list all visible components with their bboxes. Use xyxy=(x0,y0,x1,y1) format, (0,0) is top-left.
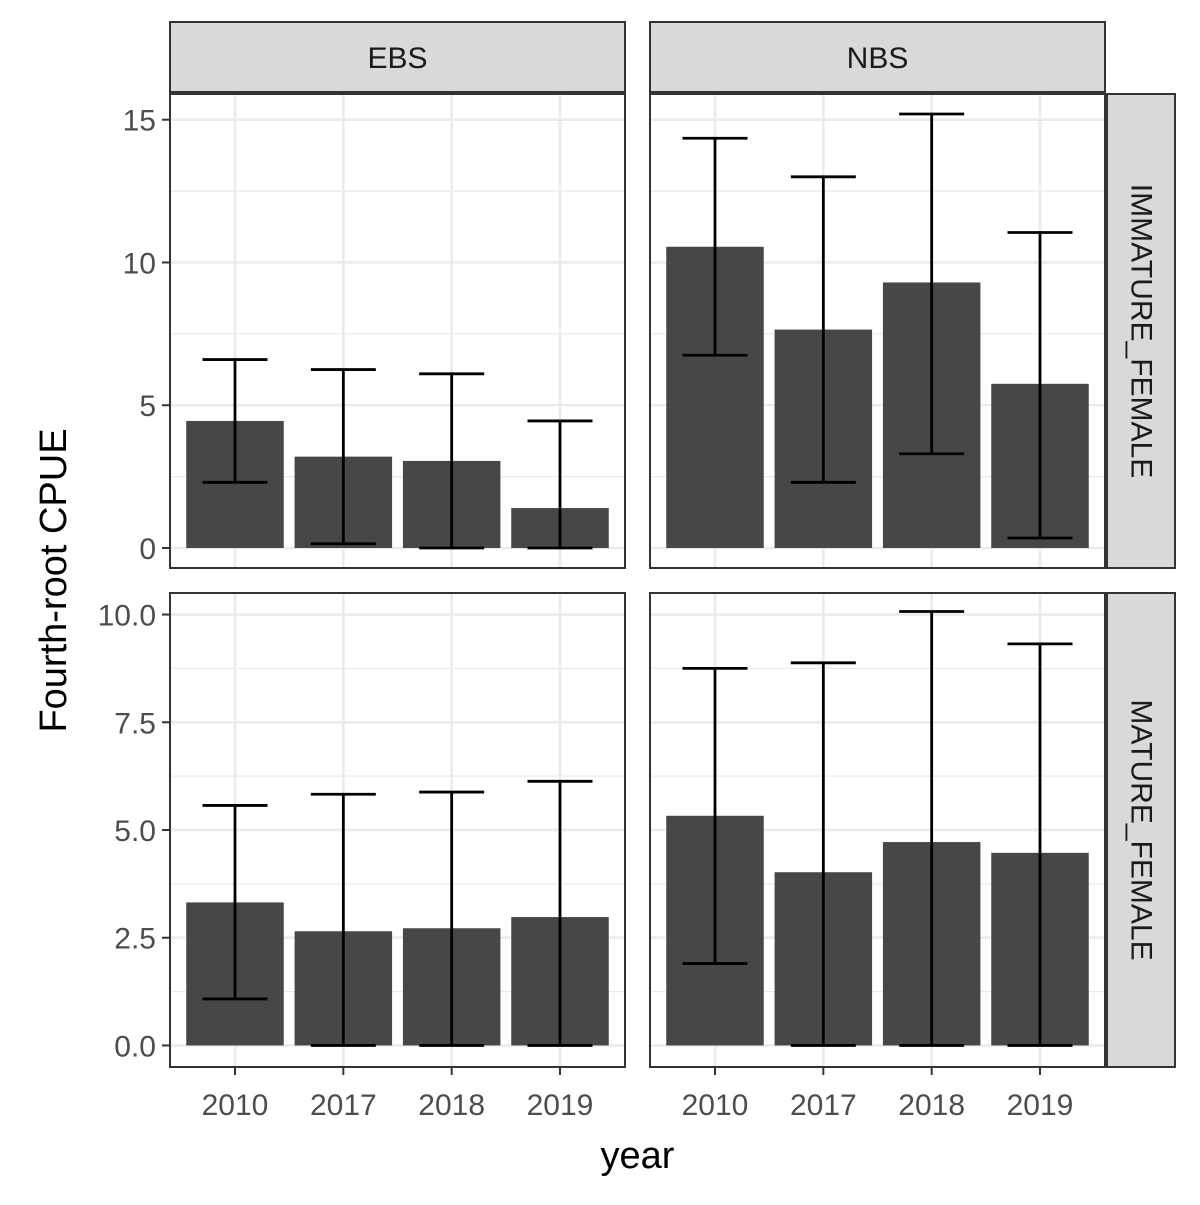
y-axis-title: Fourth-root CPUE xyxy=(33,428,75,732)
x-tick-label: 2019 xyxy=(527,1089,594,1122)
y-tick-label: 7.5 xyxy=(114,707,156,740)
x-tick-label: 2010 xyxy=(202,1089,269,1122)
y-tick-label: 0.0 xyxy=(114,1030,156,1063)
y-tick-label: 10.0 xyxy=(98,600,156,633)
y-tick-label: 2.5 xyxy=(114,923,156,956)
strip-nbs xyxy=(649,21,1106,93)
strip-mature-female xyxy=(1106,592,1176,1068)
y-tick-label: 15 xyxy=(123,105,156,138)
y-tick-label: 5.0 xyxy=(114,815,156,848)
strip-label-mature-female: MATURE_FEMALE xyxy=(1125,699,1158,960)
strip-label-nbs: NBS xyxy=(847,42,909,75)
x-tick-label: 2010 xyxy=(682,1089,749,1122)
strip-immature-female xyxy=(1106,93,1176,569)
x-tick-label: 2019 xyxy=(1007,1089,1074,1122)
y-tick-label: 10 xyxy=(123,247,156,280)
y-tick-label: 5 xyxy=(139,390,156,423)
strip-ebs xyxy=(169,21,626,93)
strip-label-ebs: EBS xyxy=(367,42,427,75)
y-tick-label: 0 xyxy=(139,533,156,566)
panel-mature-female-nbs-border xyxy=(649,592,1106,1068)
strip-label-immature-female: IMMATURE_FEMALE xyxy=(1125,184,1158,478)
panel-immature-female-nbs-border xyxy=(649,93,1106,569)
x-axis-title: year xyxy=(601,1135,675,1177)
x-tick-label: 2018 xyxy=(418,1089,485,1122)
panel-immature-female-ebs-border xyxy=(169,93,626,569)
x-tick-label: 2017 xyxy=(310,1089,377,1122)
x-tick-label: 2018 xyxy=(898,1089,965,1122)
x-tick-label: 2017 xyxy=(790,1089,857,1122)
